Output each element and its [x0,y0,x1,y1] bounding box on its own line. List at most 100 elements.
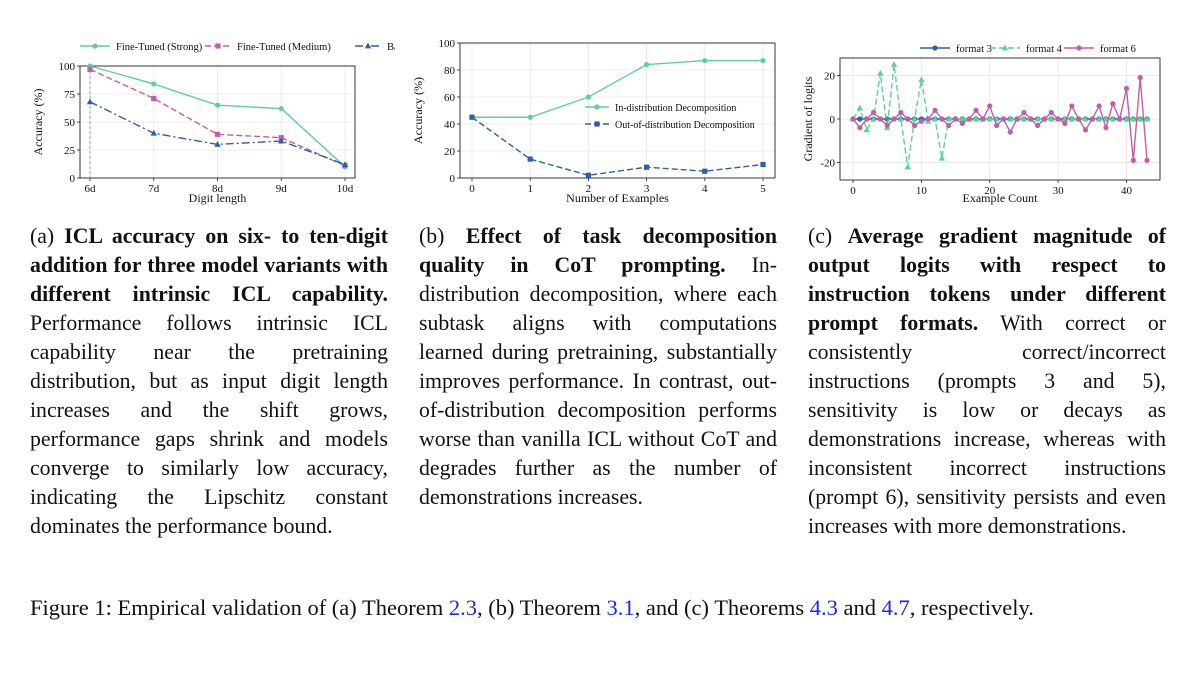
x-axis-label: Example Count [963,191,1039,205]
x-tick-label: 3 [644,183,650,195]
legend-label: In-distribution Decomposition [615,103,736,114]
data-point [877,69,884,76]
caption-b: (b) Effect of task decomposition quality… [419,222,777,512]
data-point [151,81,157,87]
data-point [86,98,94,105]
data-point [973,107,979,113]
data-point [1110,101,1116,107]
x-tick-label: 30 [1053,185,1065,197]
figure-caption-mid: and [837,595,882,620]
legend: In-distribution Decomposition Out-of-dist… [585,103,755,131]
data-point [980,116,986,122]
data-point [932,107,938,113]
data-point [972,115,980,122]
data-point [1095,115,1103,122]
data-point [946,122,952,129]
data-point [898,109,904,116]
legend-label: Out-of-distribution Decomposition [615,120,755,131]
chart-svg: -20 0 20 0 10 20 30 40 Example Count Gradient of … [801,44,1161,205]
legend-label: Base [387,42,395,53]
series [469,114,766,178]
data-point [864,116,870,122]
data-point [341,161,349,167]
data-point [1000,116,1007,122]
data-point [469,114,475,120]
legend-marker [92,43,98,49]
y-tick-label: -20 [820,158,835,170]
figure-caption-suffix: , respectively. [909,595,1034,620]
data-point [1069,103,1075,109]
legend-marker [1076,45,1082,51]
caption-a-bold: ICL accuracy on six- to ten-digit additi… [30,224,388,306]
data-point [966,116,972,122]
y-tick-label: 80 [444,65,456,77]
y-tick-label: 0 [830,114,836,126]
theorem-ref-link[interactable]: 4.3 [809,595,838,620]
data-point [856,104,864,111]
caption-c-label: (c) [808,224,833,248]
caption-a-text: Performance follows intrinsic ICL capabi… [30,311,388,538]
data-point [214,102,221,108]
chart-b: 0 20 40 60 80 100 0 1 2 3 4 5 Number of Examples Accu… [410,30,785,210]
x-axis-label: Digit length [189,191,247,205]
y-tick-label: 75 [64,89,76,101]
data-point [1021,109,1027,116]
data-point [644,62,650,68]
data-point [278,105,284,112]
data-point [1048,115,1055,122]
data-point [150,129,157,136]
data-point [1137,75,1143,81]
data-point [884,122,890,129]
data-point [702,57,708,64]
x-tick-label: 1 [527,183,533,195]
x-tick-label: 40 [1121,185,1133,197]
data-point [87,66,93,72]
data-point [1007,129,1013,135]
x-tick-label: 5 [760,183,766,195]
data-point [1041,116,1048,122]
data-point [1068,115,1075,122]
data-point [1123,115,1130,122]
theorem-ref-link[interactable]: 2.3 [448,595,477,620]
caption-a: (a) ICL accuracy on six- to ten-digit ad… [30,222,388,541]
series [850,75,1150,163]
caption-a-label: (a) [30,224,55,248]
chart-a: 0 25 50 75 100 6d 7d 8d 9d 10d Digit length Accurac… [30,30,408,210]
data-point [939,116,945,122]
y-tick-label: 20 [444,146,456,158]
data-point [527,156,533,162]
y-axis-label: Accuracy (%) [411,77,425,144]
legend-marker [215,43,221,49]
x-tick-label: 6d [85,183,97,195]
y-tick-label: 40 [444,119,456,131]
data-point [918,76,925,83]
x-tick-label: 0 [469,183,475,195]
data-point [1076,116,1082,122]
series [86,98,349,167]
chart-svg: 0 20 40 60 80 100 0 1 2 3 4 5 Number of Examples Accu… [411,38,776,205]
data-point [1096,103,1102,109]
series [849,61,1151,170]
data-point [945,115,952,122]
legend-marker [594,104,600,110]
data-point [911,115,918,122]
x-tick-label: 9d [276,183,288,195]
data-point [644,164,650,170]
x-tick-label: 10 [916,185,928,197]
data-point [959,120,965,126]
data-point [1028,116,1034,122]
data-point [151,95,157,102]
x-axis-label: Number of Examples [566,191,669,205]
theorem-ref-link[interactable]: 4.7 [881,595,910,620]
data-point [870,115,877,122]
theorem-ref-link[interactable]: 3.1 [606,595,635,620]
data-point [1109,115,1117,122]
data-point [1117,116,1123,122]
data-point [1007,115,1014,122]
data-point [1035,122,1041,129]
data-point [850,116,856,122]
legend-label: format 3 [956,44,992,55]
y-tick-label: 50 [64,117,76,129]
data-point [702,168,708,174]
data-point [1130,157,1136,163]
